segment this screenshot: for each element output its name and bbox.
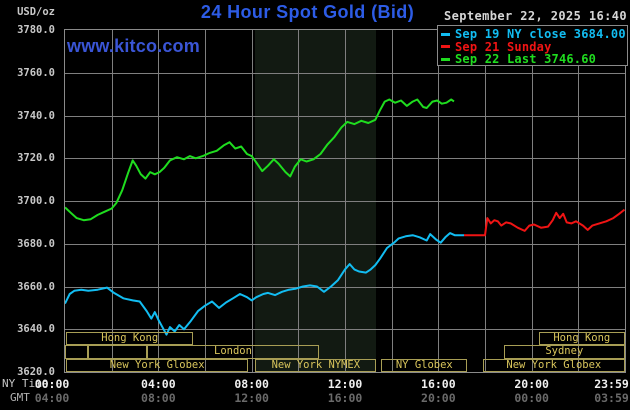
y-tick-3620: 3620.0 bbox=[17, 366, 55, 378]
x-tick-gmt-5: 00:00 bbox=[514, 390, 549, 405]
x-tick-gmt-0: 04:00 bbox=[34, 390, 70, 405]
x-tick-gmt-2: 12:00 bbox=[234, 390, 269, 405]
gridline-horizontal bbox=[65, 286, 625, 288]
legend-item: Sep 22 Last 3746.60 bbox=[438, 52, 627, 67]
session-new-york-globex: New York Globex bbox=[66, 358, 249, 372]
gridline-horizontal bbox=[65, 243, 625, 245]
y-tick-3740: 3740.0 bbox=[17, 109, 55, 122]
chart-title: 24 Hour Spot Gold (Bid) bbox=[200, 2, 415, 22]
x-tick-ny-3: 12:00 bbox=[327, 376, 363, 391]
y-tick-3680: 3680.0 bbox=[17, 237, 55, 250]
x-tick-gmt-1: 08:00 bbox=[141, 390, 176, 405]
x-tick-gmt-3: 16:00 bbox=[327, 390, 363, 405]
x-tick-ny-6: 23:59 bbox=[594, 376, 629, 391]
gridline-horizontal bbox=[65, 115, 625, 117]
y-tick-3660: 3660.0 bbox=[17, 280, 55, 293]
session-cell bbox=[65, 345, 89, 359]
price-line-sep-22-last-3746-60 bbox=[65, 98, 455, 222]
legend-item: Sep 19 NY close 3684.00 bbox=[438, 27, 627, 42]
y-tick-3640: 3640.0 bbox=[17, 323, 55, 336]
session-new-york-nymex: New York NYMEX bbox=[255, 358, 377, 372]
session-ny-globex: NY Globex bbox=[381, 358, 468, 372]
session-new-york-globex: New York Globex bbox=[482, 358, 625, 372]
gridline-horizontal bbox=[65, 72, 625, 74]
gridline-horizontal bbox=[65, 329, 625, 331]
x-tick-gmt-4: 20:00 bbox=[421, 390, 456, 405]
session-sydney: Sydney bbox=[503, 345, 625, 359]
datetime-label: September 22, 2025 16:40 bbox=[444, 9, 627, 23]
session-hong-kong: Hong Kong bbox=[66, 332, 194, 346]
price-lines-canvas bbox=[65, 98, 626, 336]
legend-dash-icon bbox=[441, 32, 450, 36]
y-axis-unit-label: USD/oz bbox=[17, 6, 55, 18]
y-tick-3780: 3780.0 bbox=[17, 24, 55, 36]
x-axis-row-label-gmt: GMT bbox=[10, 390, 30, 404]
session-hong-kong: Hong Kong bbox=[538, 332, 625, 346]
kitco-watermark-link[interactable]: www.kitco.com bbox=[67, 36, 200, 56]
legend-dash-icon bbox=[441, 45, 450, 49]
x-tick-ny-5: 20:00 bbox=[514, 376, 549, 391]
session-london: London bbox=[146, 345, 320, 359]
session-cell bbox=[88, 345, 147, 359]
x-tick-ny-0: 00:00 bbox=[34, 376, 70, 391]
x-axis-row-label-ny-time: NY Time bbox=[2, 376, 49, 390]
x-tick-ny-4: 16:00 bbox=[421, 376, 456, 391]
price-line-sep-19-ny-close-3684-00 bbox=[65, 232, 464, 336]
legend-box: Sep 19 NY close 3684.00 Sep 21 Sunday Sep … bbox=[437, 25, 628, 66]
price-line-sep-21-sunday bbox=[464, 208, 626, 237]
legend-item-label: Sep 19 NY close 3684.00 bbox=[455, 27, 626, 42]
legend-item-label: Sep 22 Last 3746.60 bbox=[455, 52, 597, 67]
legend-item: Sep 21 Sunday bbox=[438, 39, 627, 54]
y-tick-3760: 3760.0 bbox=[17, 66, 55, 79]
x-tick-gmt-6: 03:59 bbox=[594, 390, 629, 405]
gridline-horizontal bbox=[65, 158, 625, 160]
x-tick-ny-1: 04:00 bbox=[141, 376, 176, 391]
x-tick-ny-2: 08:00 bbox=[234, 376, 269, 391]
y-tick-3720: 3720.0 bbox=[17, 152, 55, 165]
plot-frame bbox=[64, 29, 626, 373]
legend-item-label: Sep 21 Sunday bbox=[455, 39, 552, 54]
y-tick-3700: 3700.0 bbox=[17, 195, 55, 207]
legend-dash-icon bbox=[441, 57, 450, 61]
gridline-horizontal bbox=[65, 201, 625, 202]
